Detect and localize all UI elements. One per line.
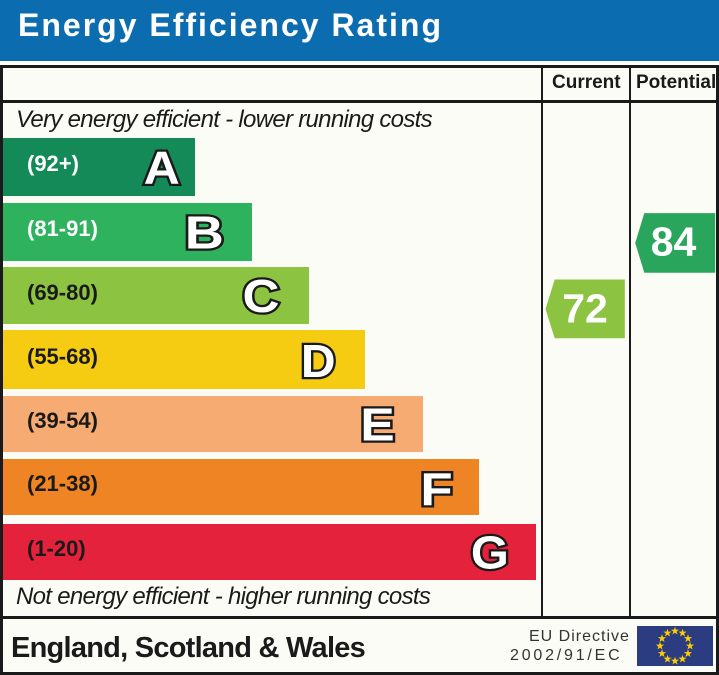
svg-text:72: 72 xyxy=(562,286,608,332)
svg-text:B: B xyxy=(185,207,224,259)
svg-text:E: E xyxy=(360,399,394,451)
svg-text:A: A xyxy=(144,142,180,194)
svg-text:D: D xyxy=(301,335,336,387)
svg-text:C: C xyxy=(243,270,280,322)
svg-text:F: F xyxy=(420,463,452,515)
svg-text:84: 84 xyxy=(651,219,697,265)
svg-text:G: G xyxy=(471,527,509,579)
